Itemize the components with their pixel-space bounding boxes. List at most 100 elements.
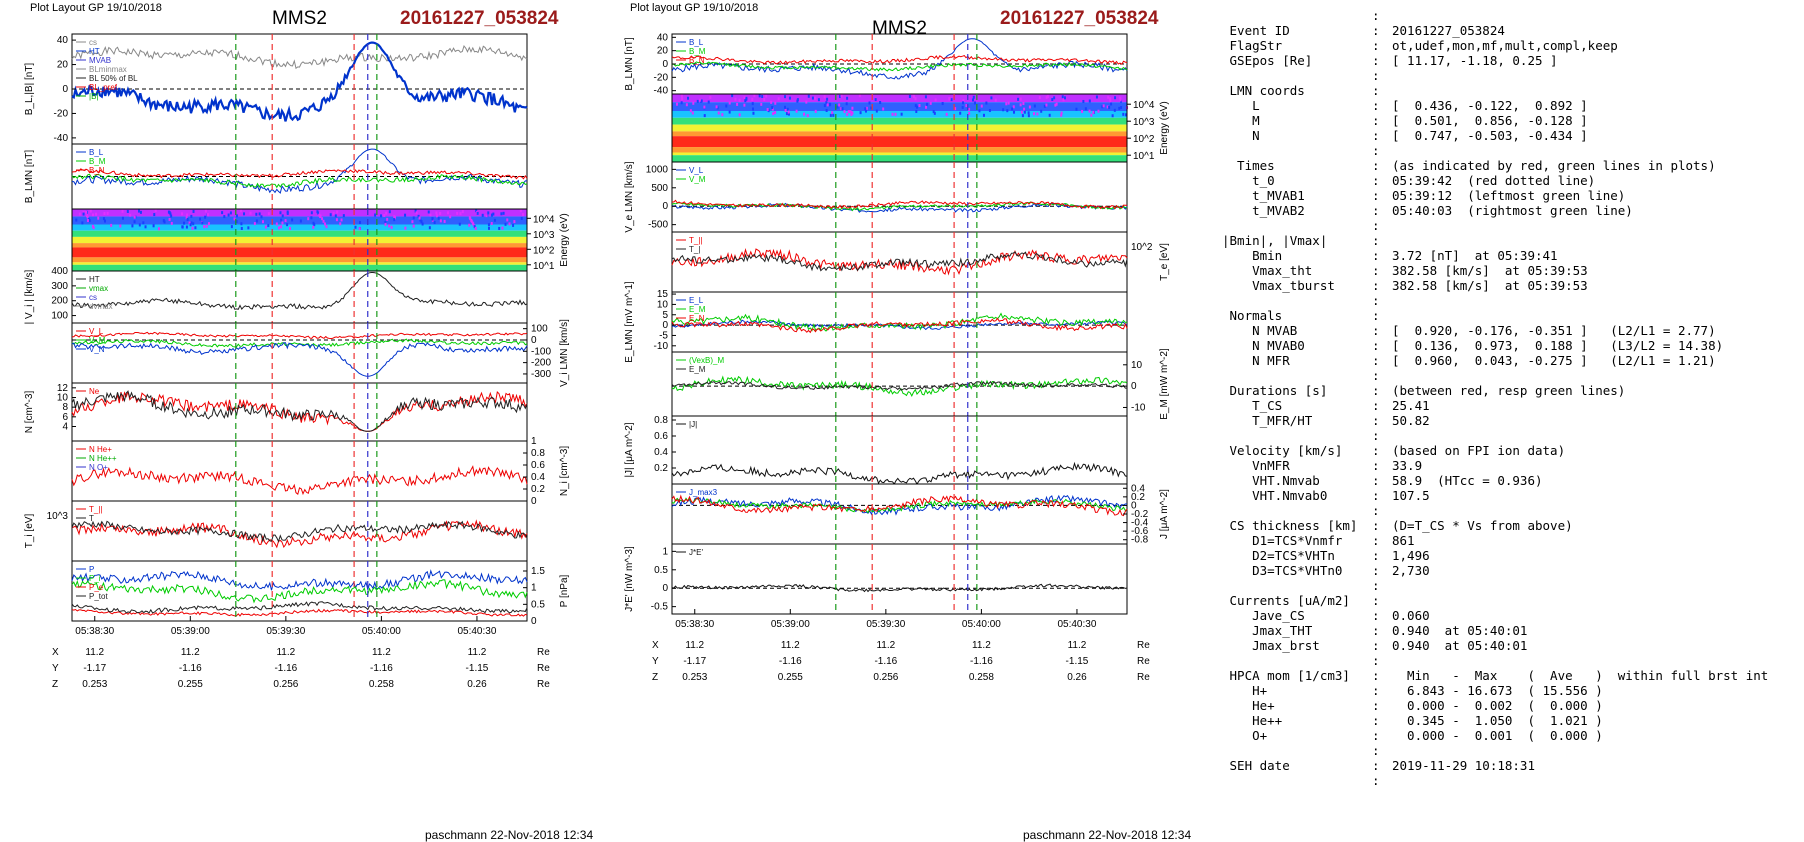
info-row: SEH date:2019-11-29 10:18:31: [1222, 758, 1800, 773]
plot1-layout-label: Plot Layout GP 19/10/2018: [30, 2, 162, 14]
spectrogram-speckle: [680, 101, 683, 105]
legend-label: N He++: [89, 454, 117, 463]
spectrogram-speckle: [850, 111, 853, 115]
spectrogram-speckle: [1045, 95, 1048, 99]
info-value: 6.843 - 16.673 ( 15.556 ): [1392, 683, 1603, 698]
info-value: [ 0.960, 0.043, -0.275 ] (L2/L1 = 1.21): [1392, 353, 1716, 368]
coord-value: 11.2: [685, 640, 704, 651]
panel-p2i: 1 0.5 0 -0.5 J*E' J*E' [nW m^-3]: [624, 543, 1128, 615]
spectrogram-band: [72, 230, 527, 237]
spectrogram-speckle: [1075, 107, 1078, 111]
spectrogram-speckle: [914, 97, 917, 101]
spectrogram-speckle: [154, 209, 157, 213]
series-line: [671, 312, 1128, 332]
spectrogram-speckle: [1023, 107, 1026, 111]
info-colon: :: [1372, 458, 1380, 473]
panel-p1c: 10^4 10^3 10^2 10^1 Energy (eV): [71, 208, 570, 272]
spectrogram-speckle: [446, 211, 449, 215]
info-key: SEH date: [1222, 758, 1290, 773]
spectrogram-speckle: [687, 96, 690, 100]
legend-label: E_L: [689, 296, 704, 305]
spectrogram-speckle: [743, 96, 746, 100]
spectrogram-speckle: [137, 209, 140, 213]
spectrogram-band: [72, 209, 527, 217]
info-key: He++: [1222, 713, 1283, 728]
spectrogram-speckle: [354, 225, 357, 229]
series-line: [671, 251, 1128, 272]
coord-value: 0.26: [467, 679, 487, 690]
spectrogram-speckle: [267, 224, 270, 228]
spectrogram-speckle: [129, 213, 132, 217]
spectrogram-speckle: [89, 209, 92, 213]
spectrogram-speckle: [520, 216, 523, 220]
spectrogram-speckle: [847, 110, 850, 114]
legend-label: B_M: [89, 157, 106, 166]
spectrogram-speckle: [1062, 98, 1065, 102]
spectrogram-speckle: [1022, 102, 1025, 106]
info-row: T_CS:25.41: [1222, 398, 1800, 413]
tick-label: 20: [657, 46, 669, 57]
info-row: N: [ 0.747, -0.503, -0.434 ]: [1222, 128, 1800, 143]
tick-label: -0.4: [1131, 518, 1149, 529]
spectrogram-speckle: [183, 221, 186, 225]
info-value: 58.9 (HTcc = 0.936): [1392, 473, 1543, 488]
spectrogram-band: [672, 155, 1127, 162]
info-key: CS thickness [km]: [1222, 518, 1358, 533]
spectrogram-speckle: [1120, 106, 1123, 110]
coord-row-label: Y: [52, 663, 59, 674]
coord-unit: Re: [537, 647, 550, 658]
info-colon: :: [1372, 143, 1380, 158]
spectrogram-speckle: [191, 226, 194, 230]
spectrogram-speckle: [811, 96, 814, 100]
spectrogram-band: [672, 111, 1127, 118]
info-row: Normals:: [1222, 308, 1800, 323]
legend-label: P_e: [89, 583, 104, 592]
spectrogram-speckle: [472, 222, 475, 226]
spectrogram-speckle: [324, 222, 327, 226]
panel-p2f: 10 0 -10 (VexB)_ME_M E_M [mW m^-2]: [671, 348, 1170, 420]
legend-label: N He+: [89, 445, 112, 454]
tick-label: -0.5: [651, 602, 669, 613]
spectrogram-speckle: [82, 212, 85, 216]
info-colon: :: [1372, 383, 1380, 398]
series-line: [71, 608, 528, 617]
tick-label: 10^4: [533, 214, 555, 225]
plot2-layout-label: Plot layout GP 19/10/2018: [630, 2, 759, 14]
spectrogram-speckle: [1033, 112, 1036, 116]
spectrogram-speckle: [929, 101, 932, 105]
spectrogram-speckle: [891, 112, 894, 116]
spectrogram-speckle: [918, 104, 921, 108]
spectrogram-speckle: [738, 113, 741, 117]
info-colon: :: [1372, 98, 1380, 113]
spectrogram-speckle: [420, 220, 423, 224]
info-row: Jmax_brst:0.940 at 05:40:01: [1222, 638, 1800, 653]
spectrogram-speckle: [418, 216, 421, 220]
info-colon: :: [1372, 248, 1380, 263]
tick-label: 0.8: [531, 448, 545, 459]
spectrogram-speckle: [428, 226, 431, 230]
spectrogram-speckle: [475, 209, 478, 213]
info-value: 1,496: [1392, 548, 1430, 563]
spectrogram-speckle: [807, 94, 810, 98]
info-colon: :: [1372, 593, 1380, 608]
spectrogram-speckle: [86, 219, 89, 223]
tick-label: 0: [531, 616, 537, 627]
spectrogram-speckle: [698, 98, 701, 102]
spectrogram-speckle: [319, 215, 322, 219]
spectrogram-speckle: [948, 97, 951, 101]
panel-frame: [671, 161, 1128, 233]
coord-value: -1.16: [370, 663, 393, 674]
info-row: Jave_CS:0.060: [1222, 608, 1800, 623]
spectrogram-speckle: [814, 109, 817, 113]
info-row: :: [1222, 743, 1800, 758]
tick-label: 0.8: [654, 415, 668, 426]
info-row: :: [1222, 773, 1800, 788]
tick-label: 200: [51, 296, 68, 307]
spectrogram-speckle: [1102, 104, 1105, 108]
info-value: [ 0.436, -0.122, 0.892 ]: [1392, 98, 1588, 113]
panel-p2g: 0.8 0.6 0.4 0.2 |J| |J| [μA m^-2]: [624, 415, 1128, 485]
coord-value: -1.16: [274, 663, 297, 674]
spectrogram-speckle: [744, 99, 747, 103]
spectrogram-speckle: [784, 95, 787, 99]
spectrogram-speckle: [443, 219, 446, 223]
